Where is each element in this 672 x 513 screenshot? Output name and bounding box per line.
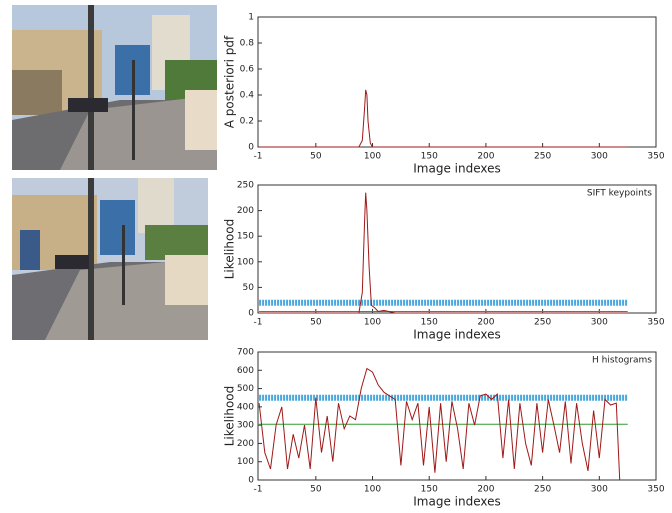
x-axis-label: Image indexes: [413, 495, 501, 509]
annotation: H histograms: [592, 356, 652, 366]
y-tick-label: 0.8: [240, 39, 255, 49]
x-tick-label: 200: [477, 318, 494, 328]
x-tick-label: 200: [477, 485, 494, 495]
y-tick-label: 200: [237, 439, 254, 449]
x-tick-label: 100: [364, 152, 381, 162]
x-tick-label: 250: [534, 485, 551, 495]
y-tick-label: 1: [248, 13, 254, 23]
y-tick-label: 700: [237, 348, 254, 358]
y-tick-label: 0: [248, 309, 254, 319]
y-tick-label: 50: [243, 283, 255, 293]
x-tick-label: 250: [534, 318, 551, 328]
x-tick-label: 50: [310, 485, 322, 495]
series-line: [259, 192, 628, 314]
plot-frame: [257, 184, 657, 314]
x-tick-label: 150: [421, 152, 438, 162]
x-tick-label: 200: [477, 152, 494, 162]
series-line: [258, 367, 621, 481]
y-tick-label: 400: [237, 402, 254, 412]
x-tick-label: 350: [647, 318, 664, 328]
series-line: [259, 89, 628, 148]
y-tick-label: 300: [237, 421, 254, 431]
x-tick-label: 350: [647, 152, 664, 162]
y-axis-label: Likelihood: [223, 219, 237, 280]
photo-top: [12, 5, 217, 170]
y-tick-label: 200: [237, 206, 254, 216]
y-tick-label: 0.2: [240, 117, 254, 127]
y-tick-label: 0: [248, 476, 254, 486]
annotation: SIFT keypoints: [587, 189, 652, 199]
x-tick-label: 150: [421, 485, 438, 495]
x-tick-label: 100: [364, 318, 381, 328]
y-tick-label: 500: [237, 384, 254, 394]
x-tick-label: 300: [591, 318, 608, 328]
x-tick-label: -1: [254, 152, 263, 162]
y-tick-label: 0.6: [240, 65, 255, 75]
x-tick-label: 300: [591, 485, 608, 495]
x-axis-label: Image indexes: [413, 328, 501, 342]
x-tick-label: -1: [254, 485, 263, 495]
plot-frame: [257, 351, 657, 481]
x-tick-label: 100: [364, 485, 381, 495]
y-tick-label: 0: [248, 143, 254, 153]
y-tick-label: 100: [237, 457, 254, 467]
photo-bottom: [12, 178, 208, 340]
x-tick-label: 50: [310, 152, 322, 162]
y-tick-label: 150: [237, 232, 254, 242]
x-axis-label: Image indexes: [413, 162, 501, 176]
x-tick-label: 250: [534, 152, 551, 162]
y-tick-label: 100: [237, 257, 254, 267]
y-axis-label: A posteriori pdf: [223, 35, 237, 128]
y-tick-label: 0.4: [240, 91, 255, 101]
y-tick-label: 600: [237, 366, 254, 376]
x-tick-label: -1: [254, 318, 263, 328]
y-tick-label: 250: [237, 181, 254, 191]
plot-frame: [257, 16, 657, 148]
x-tick-label: 50: [310, 318, 322, 328]
y-axis-label: Likelihood: [223, 386, 237, 447]
x-tick-label: 150: [421, 318, 438, 328]
x-tick-label: 350: [647, 485, 664, 495]
x-tick-label: 300: [591, 152, 608, 162]
